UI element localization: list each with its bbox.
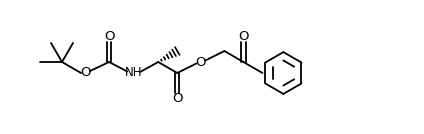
Text: O: O [172,92,182,105]
Text: O: O [104,31,114,44]
Text: O: O [80,66,91,79]
Text: NH: NH [124,66,142,79]
Text: O: O [238,31,248,44]
Text: O: O [195,55,206,68]
